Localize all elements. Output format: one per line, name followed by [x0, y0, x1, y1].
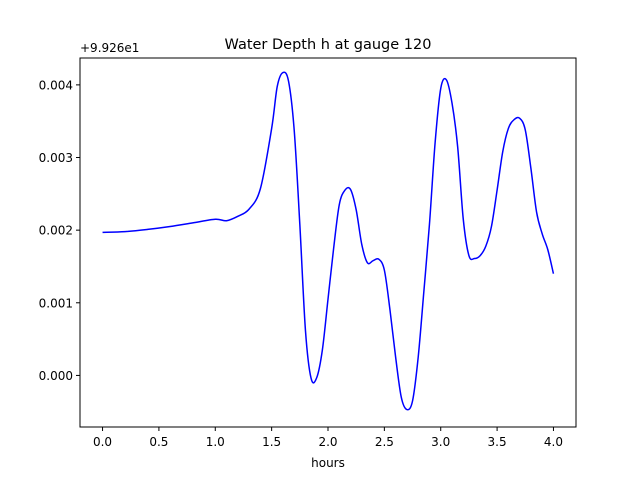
x-tick-label: 3.0	[431, 435, 450, 449]
y-tick-label: 0.002	[39, 224, 73, 238]
x-tick-label: 3.5	[488, 435, 507, 449]
series-layer	[102, 71, 555, 411]
y-tick-label: 0.003	[39, 151, 73, 165]
y-tick-label: 0.000	[39, 369, 73, 383]
x-tick-label: 2.0	[318, 435, 337, 449]
y-tick-label: 0.004	[39, 78, 73, 92]
x-tick-label: 0.0	[93, 435, 112, 449]
y-axis-offset-label: +9.926e1	[80, 41, 139, 55]
y-axis-ticks: 0.000 0.001 0.002 0.003 0.004	[39, 78, 80, 383]
x-tick-label: 4.0	[544, 435, 563, 449]
x-axis-ticks: 0.0 0.5 1.0 1.5 2.0 2.5 3.0 3.5 4.0	[93, 427, 563, 449]
x-tick-label: 0.5	[149, 435, 168, 449]
x-tick-label: 1.5	[262, 435, 281, 449]
series-line-1	[102, 71, 555, 411]
chart-title: Water Depth h at gauge 120	[225, 37, 432, 53]
plot-frame	[79, 57, 577, 428]
x-axis-label: hours	[311, 456, 345, 470]
x-tick-label: 1.0	[206, 435, 225, 449]
x-tick-label: 2.5	[375, 435, 394, 449]
y-tick-label: 0.001	[39, 296, 73, 310]
